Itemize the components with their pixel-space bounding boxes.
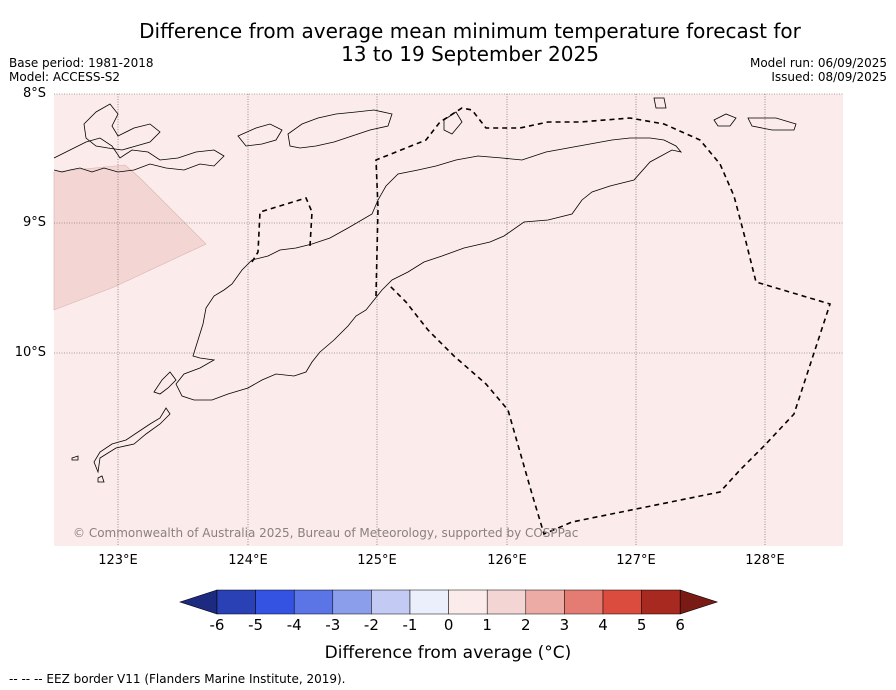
small-island-7 xyxy=(97,475,105,483)
colorbar-bin xyxy=(641,589,681,615)
colorbar-bin xyxy=(486,589,527,615)
colorbar-tick-label: 4 xyxy=(598,616,608,634)
north-islands-coastline xyxy=(83,103,161,151)
timor-coastline xyxy=(175,137,683,401)
lat-label-8s: 8°S xyxy=(22,86,46,101)
lon-label-125e: 125°E xyxy=(357,553,397,568)
small-island-3 xyxy=(713,113,737,127)
gridlines xyxy=(54,93,843,546)
colorbar-bin xyxy=(525,589,565,615)
eez-footnote: -- -- -- EEZ border V11 (Flanders Marine… xyxy=(9,672,346,686)
lat-label-9s: 9°S xyxy=(22,215,46,230)
lon-label-126e: 126°E xyxy=(487,553,527,568)
map-background xyxy=(54,94,843,546)
small-island-2 xyxy=(653,97,667,109)
colorbar-tick-label: -2 xyxy=(363,616,379,634)
colorbar-extend-high xyxy=(679,589,719,615)
wetar-coastline xyxy=(287,109,393,149)
model-run: Model run: 06/09/2025 xyxy=(749,56,887,70)
anomaly-patch xyxy=(53,164,207,311)
colorbar-label: Difference from average (°C) xyxy=(324,643,572,663)
colorbar-bin xyxy=(409,589,449,615)
small-island-1 xyxy=(237,123,283,147)
small-island-6 xyxy=(71,455,79,461)
metadata-right: Model run: 06/09/2025 Issued: 08/09/2025 xyxy=(750,56,887,84)
copyright-notice: © Commonwealth of Australia 2025, Bureau… xyxy=(73,526,579,540)
eez-border xyxy=(375,107,832,536)
colorbar-tick-label: -1 xyxy=(402,616,418,634)
colorbar-bin xyxy=(216,589,256,615)
colorbar-tick-label: -6 xyxy=(209,616,225,634)
lat-label-10s: 10°S xyxy=(14,345,46,360)
lon-label-124e: 124°E xyxy=(228,553,268,568)
issued-date: Issued: 08/09/2025 xyxy=(771,70,887,84)
roti-coastline xyxy=(93,407,171,474)
semau-coastline xyxy=(153,371,177,395)
colorbar-bin xyxy=(564,589,604,615)
colorbar-tick-label: -5 xyxy=(248,616,264,634)
alor-island-coastline xyxy=(53,137,225,173)
colorbar-tick-label: 3 xyxy=(559,616,570,634)
colorbar-extend-low xyxy=(179,589,218,615)
colorbar-tick-label: 5 xyxy=(636,616,647,634)
title-line-2: 13 to 19 September 2025 xyxy=(341,42,599,66)
colorbar-bin xyxy=(602,589,642,615)
colorbar-bin xyxy=(448,589,488,615)
chart-title: Difference from average mean minimum tem… xyxy=(60,20,880,66)
lon-label-128e: 128°E xyxy=(745,553,785,568)
colorbar-bin xyxy=(293,589,334,615)
model-name: Model: ACCESS-S2 xyxy=(9,70,121,84)
colorbar-bin xyxy=(371,589,411,615)
small-island-4 xyxy=(747,117,797,131)
lon-label-127e: 127°E xyxy=(616,553,656,568)
colorbar-bin xyxy=(255,589,295,615)
colorbar-tick-label: 1 xyxy=(482,616,492,634)
metadata-left: Base period: 1981-2018 Model: ACCESS-S2 xyxy=(9,56,154,84)
colorbar-tick-label: -3 xyxy=(325,616,341,634)
base-period: Base period: 1981-2018 xyxy=(9,56,154,70)
colorbar-tick-label: -4 xyxy=(286,616,302,634)
colorbar xyxy=(179,589,719,615)
colorbar-bin xyxy=(332,589,372,615)
colorbar-tick-label: 6 xyxy=(675,616,685,634)
title-line-1: Difference from average mean minimum tem… xyxy=(139,19,801,43)
colorbar-tick-label: 2 xyxy=(521,616,531,634)
lon-label-123e: 123°E xyxy=(98,553,138,568)
eez-border-oecusse xyxy=(251,197,313,263)
colorbar-tick-label: 0 xyxy=(443,616,454,634)
